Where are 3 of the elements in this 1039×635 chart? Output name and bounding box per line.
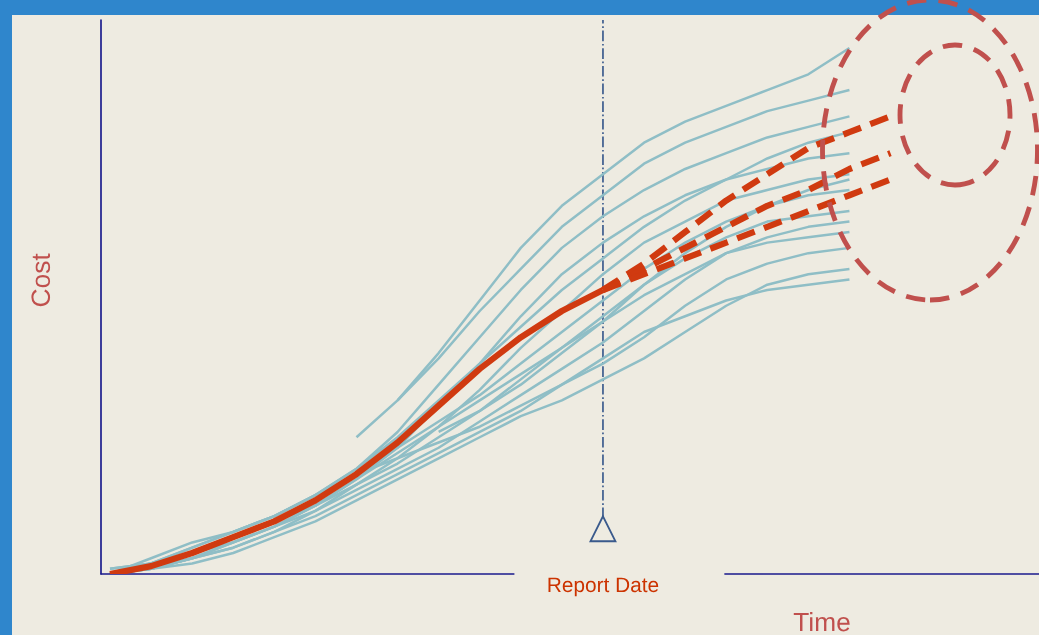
text: Report Date — [548, 577, 659, 597]
x-axis-title: Time — [793, 612, 850, 632]
y-axis-title: Cost — [31, 253, 51, 307]
